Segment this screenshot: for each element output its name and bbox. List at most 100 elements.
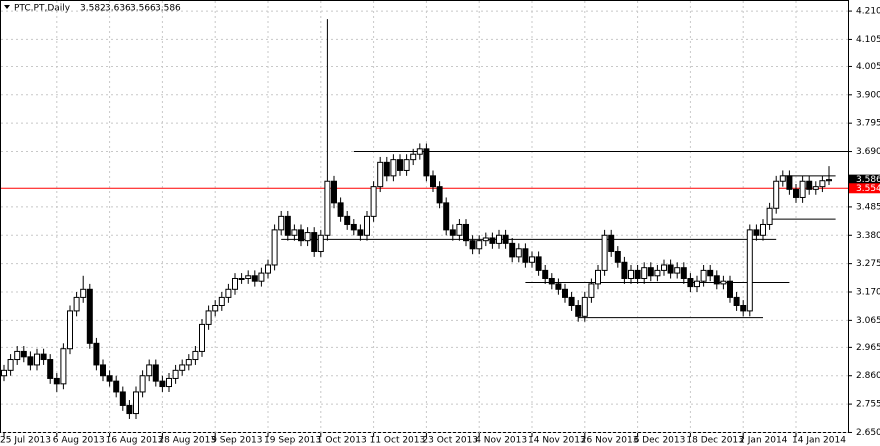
last-close: 3.586 bbox=[155, 4, 181, 14]
candle-body bbox=[106, 375, 113, 382]
candle-body bbox=[766, 207, 773, 225]
candle-body bbox=[383, 161, 390, 177]
candle-body bbox=[199, 323, 205, 352]
candle-body bbox=[119, 391, 126, 406]
candle-body bbox=[568, 296, 575, 307]
x-tick-label: 14 Nov 2013 bbox=[528, 436, 586, 446]
x-tick-label: 6 Aug 2013 bbox=[53, 436, 105, 446]
candle-body bbox=[694, 280, 700, 288]
candle-body bbox=[337, 202, 344, 217]
candle-body bbox=[416, 148, 423, 155]
y-tick-label: 3.690 bbox=[856, 147, 880, 157]
candle-body bbox=[192, 350, 199, 361]
candle-body bbox=[496, 234, 502, 244]
candle-body bbox=[14, 350, 21, 361]
y-tick-label: 2.755 bbox=[856, 400, 880, 410]
candle-body bbox=[205, 310, 212, 325]
candle-body bbox=[436, 186, 443, 204]
candle-body bbox=[740, 305, 747, 312]
x-tick-label: 26 Nov 2013 bbox=[581, 436, 639, 446]
candle-body bbox=[667, 264, 674, 274]
candle-body bbox=[258, 272, 265, 282]
candle-body bbox=[588, 283, 595, 298]
candle-body bbox=[93, 342, 100, 366]
last-open: 3.582 bbox=[80, 4, 106, 14]
candle-body bbox=[654, 269, 661, 277]
candle-body bbox=[324, 180, 331, 236]
candle-body bbox=[628, 269, 634, 279]
candle-body bbox=[298, 229, 304, 242]
candle-body bbox=[806, 180, 813, 190]
y-tick-label: 4.005 bbox=[856, 62, 880, 72]
candle-body bbox=[245, 275, 252, 279]
candle-body bbox=[344, 215, 351, 225]
candle-body bbox=[529, 256, 535, 263]
x-tick-label: 28 Aug 2013 bbox=[158, 436, 216, 446]
candle-body bbox=[271, 229, 278, 266]
candle-body bbox=[20, 350, 27, 358]
candle-body bbox=[819, 180, 826, 188]
candle-body bbox=[463, 223, 469, 242]
bid-label: 3.554 bbox=[856, 184, 880, 194]
candle-body bbox=[548, 277, 555, 285]
candle-body bbox=[86, 288, 93, 344]
candle-body bbox=[331, 180, 337, 204]
candle-body bbox=[786, 175, 793, 190]
bid-label-box bbox=[849, 183, 880, 194]
y-tick-label: 3.900 bbox=[856, 90, 880, 100]
candle-body bbox=[773, 180, 780, 209]
candle-body bbox=[397, 159, 403, 171]
candle-body bbox=[647, 267, 654, 277]
candle-body bbox=[166, 377, 172, 388]
candle-body bbox=[73, 296, 80, 312]
y-tick-label: 4.105 bbox=[856, 35, 880, 45]
candle-body bbox=[212, 305, 219, 312]
candle-body bbox=[482, 237, 489, 242]
candle-body bbox=[581, 296, 588, 317]
candle-body bbox=[423, 148, 430, 177]
y-tick-label: 2.965 bbox=[856, 343, 880, 353]
candle-body bbox=[661, 264, 667, 271]
candle-body bbox=[238, 277, 245, 280]
x-tick-label: 4 Nov 2013 bbox=[475, 436, 527, 446]
candle-body bbox=[410, 153, 417, 161]
candle-body bbox=[390, 159, 397, 177]
y-tick-label: 2.860 bbox=[856, 371, 880, 381]
y-tick-label: 3.795 bbox=[856, 119, 880, 129]
candle-body bbox=[700, 269, 707, 282]
candle-body bbox=[826, 179, 832, 182]
y-tick-label: 3.275 bbox=[856, 259, 880, 269]
candle-body bbox=[555, 283, 562, 290]
candle-body bbox=[456, 223, 463, 236]
candle-body bbox=[60, 348, 67, 385]
candle-body bbox=[680, 267, 687, 279]
last-low: 3.566 bbox=[130, 4, 156, 14]
candle-body bbox=[535, 256, 542, 271]
candle-body bbox=[350, 223, 357, 231]
candle-body bbox=[284, 215, 291, 236]
y-tick-label: 3.485 bbox=[856, 202, 880, 212]
x-tick-label: 1 Oct 2013 bbox=[317, 436, 367, 446]
candle-body bbox=[291, 229, 298, 236]
candle-body bbox=[443, 202, 450, 231]
candle-body bbox=[364, 215, 370, 236]
candle-body bbox=[608, 234, 615, 252]
candle-body bbox=[522, 248, 529, 263]
plot-frame bbox=[0, 0, 849, 433]
candle-body bbox=[779, 175, 786, 182]
candle-body bbox=[575, 305, 582, 317]
candle-body bbox=[172, 369, 179, 379]
candle-body bbox=[146, 364, 153, 377]
candle-body bbox=[185, 359, 192, 366]
x-tick-label: 2 Jan 2014 bbox=[739, 436, 787, 446]
candle-body bbox=[80, 288, 87, 298]
x-tick-label: 16 Aug 2013 bbox=[106, 436, 164, 446]
y-tick-label: 3.065 bbox=[856, 316, 880, 326]
candle-body bbox=[562, 288, 568, 298]
menu-triangle bbox=[4, 5, 10, 9]
candle-body bbox=[218, 296, 225, 307]
candle-body bbox=[232, 277, 238, 290]
candle-body bbox=[760, 223, 766, 236]
y-tick-label: 4.210 bbox=[856, 7, 880, 17]
